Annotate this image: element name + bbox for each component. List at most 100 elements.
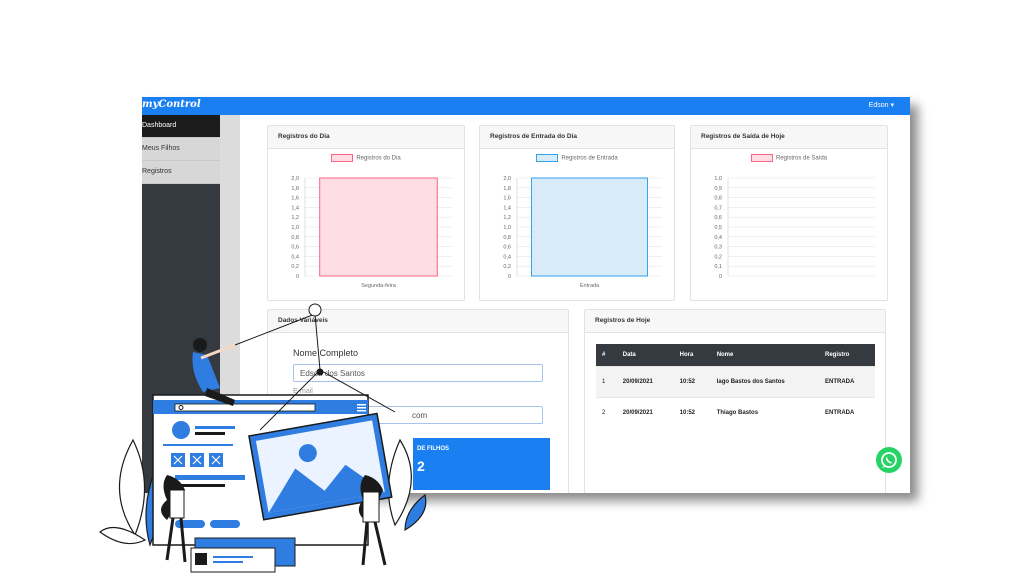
table-cell: 1: [596, 366, 617, 398]
table-cell: 10:52: [673, 397, 711, 428]
sidebar-item-meus-filhos[interactable]: Meus Filhos: [142, 138, 220, 161]
table-header-row: # Data Hora Nome Registro: [596, 344, 875, 367]
chart-legend[interactable]: Registros do Dia: [268, 154, 464, 162]
y-tick-label: 1,4: [291, 205, 299, 211]
card-title: Registros do Dia: [268, 126, 464, 149]
y-tick-label: 0,5: [714, 225, 722, 231]
crane-rope: [234, 303, 396, 431]
y-tick-label: 0: [508, 274, 511, 280]
y-tick-label: 1,8: [503, 186, 511, 192]
table-cell: 2: [596, 397, 617, 428]
y-tick-label: 1,2: [503, 215, 511, 221]
legend-swatch: [750, 154, 773, 162]
bar-chart-entry: 0 0,2 0,4 0,6 0,8 1,0 1,2 1,4 1,6 1,8 2,0 Entrada: [503, 176, 662, 289]
y-tick-label: 0,7: [714, 205, 722, 211]
bar-chart-day: 0 0,2 0,4 0,6 0,8 1,0 1,2 1,4 1,6 1,8 2,0 Segunda-f…: [291, 176, 452, 289]
sidebar-item-label: Meus Filhos: [142, 145, 180, 152]
card-title: Dados Variáveis: [268, 310, 568, 333]
y-tick-label: 0,3: [714, 245, 722, 251]
y-tick-label: 0: [719, 274, 722, 280]
table-cell: 20/09/2021: [616, 397, 674, 428]
column-header: Nome: [710, 344, 819, 367]
kpi-card: DE FILHOS 2: [413, 438, 550, 490]
mountain-icon: [268, 464, 385, 513]
email-label: E-mail: [293, 388, 313, 395]
y-tick-label: 2,0: [503, 176, 511, 182]
search-icon: [178, 405, 184, 410]
placeholder-line: [175, 484, 225, 487]
y-tick-label: 0,4: [714, 235, 722, 241]
navbar: myControl Edson ▾: [142, 97, 910, 115]
column-header: #: [596, 344, 617, 367]
leaf-decoration-right: [388, 438, 427, 532]
x-tick-label: Segunda-feira: [361, 283, 396, 289]
table-row: 2 20/09/2021 10:52 Thiago Bastos ENTRADA: [596, 397, 875, 428]
y-tick-label: 1,6: [503, 196, 511, 202]
card-title: Registros de Saída de Hoje: [691, 126, 887, 149]
y-tick-label: 0,4: [503, 254, 511, 260]
x-tick-label: Entrada: [580, 283, 600, 289]
chart-legend[interactable]: Registros de Saída: [691, 154, 887, 162]
table-cell: 10:52: [673, 366, 711, 398]
legend-swatch: [331, 154, 354, 162]
y-tick-label: 2,0: [291, 176, 299, 182]
y-tick-label: 0,8: [291, 235, 299, 241]
bar: [531, 177, 648, 277]
whatsapp-icon[interactable]: [876, 447, 902, 473]
legend-swatch: [536, 154, 559, 162]
table-cell: ENTRADA: [819, 397, 875, 428]
chart-card-entry: Registros de Entrada do Dia Registros de…: [479, 125, 675, 301]
y-tick-label: 0,2: [714, 254, 722, 260]
whatsapp-glyph: [881, 452, 897, 468]
sidebar-item-dashboard[interactable]: Dashboard: [142, 115, 220, 138]
brand-logo[interactable]: myControl: [142, 99, 201, 110]
y-tick-label: 0,8: [503, 235, 511, 241]
leaf-decoration-left: [99, 438, 160, 547]
chart-card-day: Registros do Dia Registros do Dia 0 0,2 0,…: [267, 125, 465, 301]
name-field[interactable]: Edson dos Santos: [293, 364, 543, 382]
message-card: [190, 537, 296, 573]
chart-card-exit: Registros de Saída de Hoje Registros de …: [690, 125, 888, 301]
table-cell: 20/09/2021: [616, 366, 674, 398]
column-header: Data: [616, 344, 674, 367]
y-tick-label: 1,4: [503, 205, 511, 211]
y-tick-label: 1,6: [291, 196, 299, 202]
sidebar-item-registros[interactable]: Registros: [142, 161, 220, 184]
person-right: [358, 475, 387, 566]
y-tick-label: 0,4: [291, 254, 299, 260]
legend-label: Registros do Dia: [356, 155, 401, 162]
illustration: [99, 303, 427, 573]
person-left: [161, 475, 187, 563]
y-tick-label: 1,0: [503, 225, 511, 231]
kpi-label: DE FILHOS: [417, 446, 450, 452]
table-cell: Iago Bastos dos Santos: [710, 366, 819, 398]
y-tick-label: 1,8: [291, 186, 299, 192]
wireframe-pill: [210, 520, 240, 528]
wireframe-pill: [175, 520, 205, 528]
bar-chart-exit: 0 0,1 0,2 0,3 0,4 0,5 0,6 0,7 0,8 0,9 1,0: [714, 176, 875, 280]
placeholder-line: [195, 432, 225, 435]
avatar-placeholder: [172, 421, 190, 439]
user-name: Edson: [868, 102, 889, 109]
card-title: Registros de Entrada do Dia: [480, 126, 674, 149]
y-tick-label: 0,6: [503, 245, 511, 251]
table-card: Registros de Hoje # Data Hora Nome Regis…: [584, 309, 886, 493]
column-header: Hora: [673, 344, 711, 367]
chart-legend[interactable]: Registros de Entrada: [480, 154, 674, 162]
legend-label: Registros de Entrada: [561, 155, 618, 162]
placeholder-line: [175, 475, 245, 480]
y-tick-label: 0,6: [714, 215, 722, 221]
y-tick-label: 0,1: [714, 264, 722, 270]
y-tick-label: 1,2: [291, 215, 299, 221]
name-label: Nome Completo: [293, 348, 359, 358]
image-placeholder-row: [171, 453, 223, 467]
sidebar-item-label: Registros: [142, 168, 172, 175]
person-top: [192, 338, 236, 406]
y-tick-label: 1,0: [714, 176, 722, 182]
sidebar-item-label: Dashboard: [142, 122, 177, 129]
records-table: # Data Hora Nome Registro 1 20/09/2021 1…: [596, 344, 875, 428]
wireframe-search-bar: [174, 403, 316, 412]
user-menu[interactable]: Edson ▾: [869, 101, 894, 109]
kpi-value: 2: [417, 458, 425, 474]
y-tick-label: 0,2: [291, 264, 299, 270]
